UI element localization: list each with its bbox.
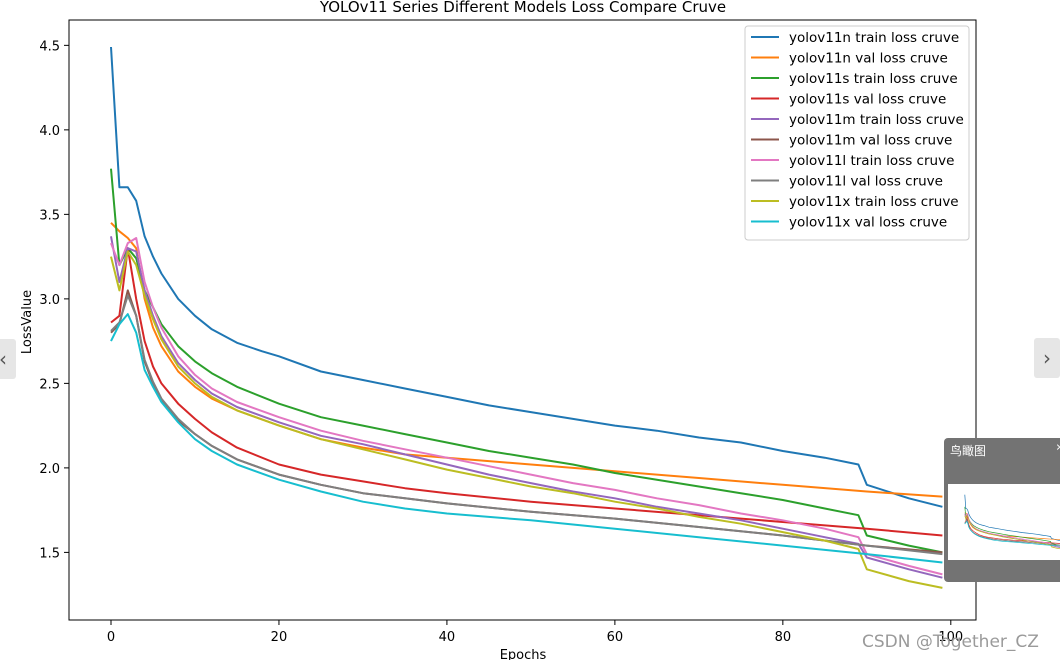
- x-tick-label: 60: [607, 630, 624, 645]
- mini-series-line: [964, 514, 1060, 550]
- birdseye-title: 鸟瞰图: [950, 444, 987, 458]
- prev-image-button[interactable]: ‹: [0, 339, 16, 379]
- x-tick-label: 100: [938, 630, 963, 645]
- legend-label: yolov11l val loss cruve: [789, 174, 943, 190]
- y-tick-label: 4.0: [39, 124, 60, 139]
- chart-title: YOLOv11 Series Different Models Loss Com…: [319, 0, 726, 16]
- series-line-9: [110, 313, 943, 564]
- y-tick-label: 2.5: [39, 377, 60, 392]
- next-image-button[interactable]: ›: [1034, 338, 1060, 378]
- series-line-7: [110, 294, 943, 556]
- legend-label: yolov11l train loss cruve: [789, 153, 954, 169]
- legend-label: yolov11n val loss cruve: [789, 51, 948, 67]
- series-line-0: [110, 46, 943, 508]
- mini-series-line: [964, 514, 1060, 544]
- mini-series-line: [964, 513, 1060, 548]
- legend: yolov11n train loss cruve yolov11n val lo…: [744, 25, 970, 241]
- watermark: CSDN @Together_CZ: [862, 632, 1039, 652]
- birdseye-close-icon[interactable]: ›: [1056, 440, 1060, 455]
- y-tick-label: 3.5: [39, 208, 60, 223]
- y-tick-label: 1.5: [39, 546, 60, 561]
- series-line-6: [110, 237, 943, 576]
- legend-label: yolov11x train loss cruve: [789, 194, 959, 210]
- y-axis-label: LossValue: [20, 290, 35, 354]
- series-line-4: [110, 236, 943, 579]
- legend-label: yolov11s val loss cruve: [789, 92, 946, 108]
- mini-series-line: [964, 506, 1060, 546]
- y-tick-label: 4.5: [39, 39, 60, 54]
- series-line-3: [110, 247, 943, 537]
- legend-label: yolov11n train loss cruve: [789, 30, 959, 46]
- plot-frame: [68, 19, 977, 621]
- y-tick-label: 2.0: [39, 462, 60, 477]
- x-tick-label: 0: [107, 630, 115, 645]
- series-line-5: [110, 289, 943, 554]
- x-tick-label: 20: [271, 630, 288, 645]
- series-line-8: [110, 250, 943, 589]
- birdseye-mini-chart: [964, 494, 1060, 550]
- x-axis-label: Epochs: [500, 648, 547, 660]
- series-line-1: [110, 222, 943, 498]
- mini-series-line: [964, 518, 1060, 546]
- legend-label: yolov11m train loss cruve: [789, 112, 964, 128]
- x-tick-label: 80: [775, 630, 792, 645]
- mini-series-line: [964, 494, 1060, 542]
- y-tick-label: 3.0: [39, 293, 60, 308]
- legend-box: [744, 25, 970, 241]
- legend-label: yolov11x val loss cruve: [789, 215, 947, 231]
- mini-series-line: [964, 520, 1060, 547]
- x-tick-label: 40: [439, 630, 456, 645]
- legend-label: yolov11m val loss cruve: [789, 133, 952, 149]
- birdseye-thumbnail[interactable]: [948, 484, 1060, 560]
- birdseye-panel[interactable]: 鸟瞰图 ›: [944, 438, 1060, 582]
- legend-label: yolov11s train loss cruve: [789, 71, 958, 87]
